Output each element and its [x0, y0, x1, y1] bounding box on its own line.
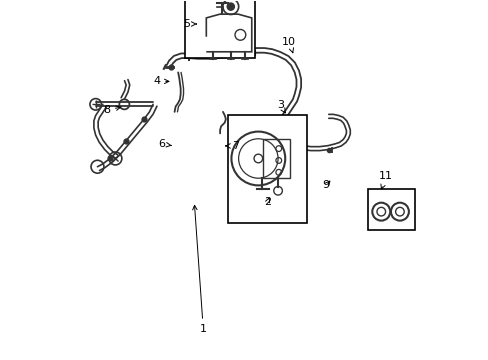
Text: 5: 5 [183, 19, 196, 29]
Bar [228, 116, 306, 223]
Text: 1: 1 [192, 205, 206, 334]
Text: 3: 3 [276, 100, 285, 113]
Text: 11: 11 [378, 171, 392, 189]
Text: 6: 6 [158, 139, 171, 149]
Text: 8: 8 [102, 105, 121, 115]
Text: 9: 9 [322, 180, 329, 190]
Text: 2: 2 [264, 197, 271, 207]
Text: 7: 7 [225, 141, 239, 151]
Text: 4: 4 [153, 76, 168, 86]
Text: 10: 10 [282, 37, 296, 53]
Bar [185, 0, 255, 58]
Circle shape [227, 3, 234, 10]
Bar [367, 189, 414, 230]
Bar [262, 139, 289, 178]
